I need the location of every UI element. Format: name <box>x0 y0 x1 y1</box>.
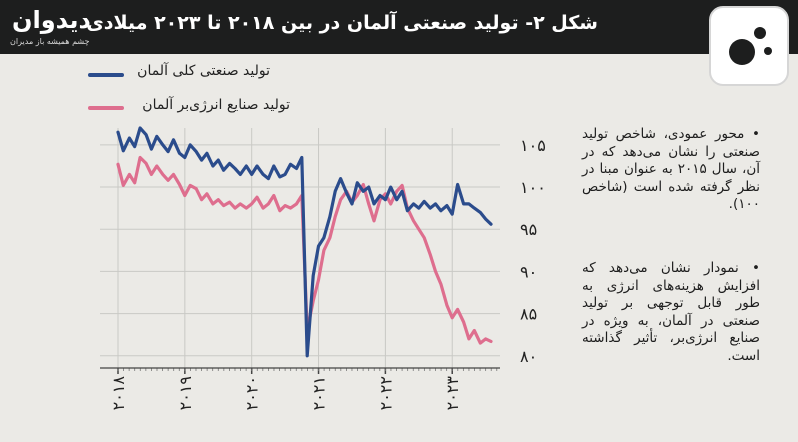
legend-label-overall: تولید صنعتی کلی آلمان <box>137 63 270 79</box>
x-tick-label: ۲۰۱۸ <box>109 376 128 411</box>
legend-item-energy: تولید صنایع انرژی‌بر آلمان <box>142 97 290 113</box>
x-tick-label: ۲۰۲۰ <box>243 376 262 410</box>
chart-title: شکل ۲- تولید صنعتی آلمان در بین ۲۰۱۸ تا … <box>86 12 598 34</box>
y-tick-label: ۹۵ <box>520 220 537 239</box>
grid <box>100 128 500 368</box>
x-tick-label: ۲۰۲۲ <box>376 376 395 410</box>
series-line-overall <box>116 126 493 358</box>
legend-item-overall: تولید صنعتی کلی آلمان <box>137 63 270 79</box>
y-tick-label: ۸۰ <box>520 347 537 366</box>
y-tick-label: ۸۵ <box>520 305 537 324</box>
logo-tagline: چشم همیشه باز مدیران <box>10 37 90 46</box>
note-2: • نمودار نشان می‌دهد که افزایش هزینه‌های… <box>582 260 760 364</box>
series-lines <box>116 126 493 358</box>
y-tick-label: ۱۰۵ <box>520 136 546 155</box>
y-tick-label: ۱۰۰ <box>520 178 546 197</box>
legend-label-energy: تولید صنایع انرژی‌بر آلمان <box>142 97 290 113</box>
circles-logo-icon <box>729 27 772 65</box>
x-tick-label: ۲۰۲۳ <box>443 376 462 411</box>
x-tick-label: ۲۰۱۹ <box>176 376 195 410</box>
legend-swatch-energy <box>88 106 124 110</box>
legend-swatch-overall <box>88 73 124 77</box>
logo-name: دیدوان <box>12 6 91 34</box>
brand-logo-card <box>709 6 789 86</box>
logo[interactable]: دیدوان چشم همیشه باز مدیران <box>8 6 104 50</box>
header-bar: دیدوان چشم همیشه باز مدیران شکل ۲- تولید… <box>0 0 798 54</box>
y-tick-label: ۹۰ <box>520 262 537 281</box>
x-tick-label: ۲۰۲۱ <box>310 376 329 410</box>
axes: ۸۰ ۸۵ ۹۰ ۹۵ ۱۰۰ ۱۰۵ ۲۰۱۸ ۲۰۱۹ ۲۰۲۰ ۲۰۲۱ ۲۰۲۲ ۲۰۲۳ <box>100 136 546 411</box>
note-1: • محور عمودی، شاخص تولید صنعتی را نشان م… <box>582 126 760 212</box>
